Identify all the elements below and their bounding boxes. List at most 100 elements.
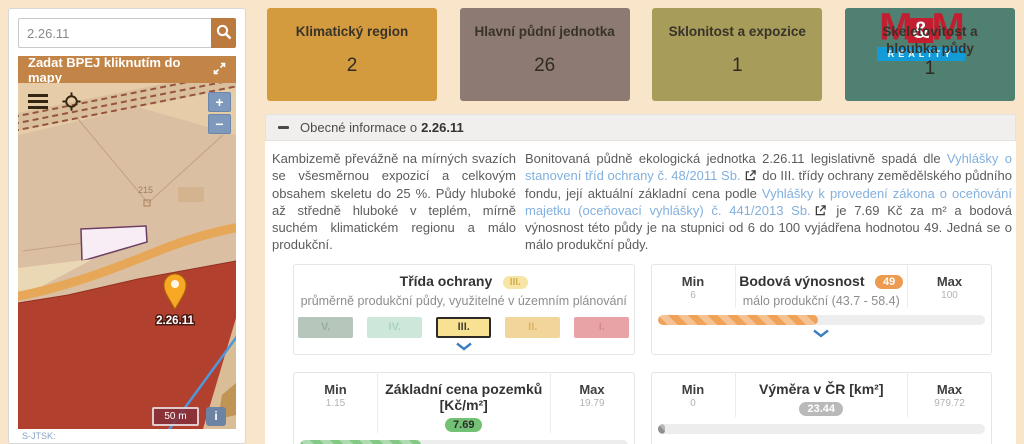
card-slope-exposure: Sklonitost a expozice 1 <box>652 8 823 101</box>
class-box-i: I. <box>574 316 630 338</box>
soil-description-paragraph: Kambizemě převážně na mírných svazích se… <box>272 151 516 253</box>
expand-details-button[interactable] <box>652 329 992 341</box>
card-value: 2 <box>346 54 358 76</box>
road <box>18 223 236 301</box>
card-climatic-region: Klimatický region 2 <box>267 8 437 101</box>
score-subtitle: málo produkční (43.7 - 58.4) <box>742 293 900 308</box>
base-price-panel: Min 1.15 Základní cena pozemků [Kč/m²] 7… <box>293 371 635 444</box>
protection-class-scale: V. IV. III. II. I. <box>294 316 634 338</box>
menu-icon[interactable] <box>27 93 49 110</box>
score-progress-fill <box>657 314 818 325</box>
min-label: Min <box>681 273 705 289</box>
paragraph-text: Bonitovaná půdně ekologická jednotka 2.2… <box>525 151 947 166</box>
bpej-code-cards: Klimatický region 2 Hlavní půdní jednotk… <box>267 8 1015 101</box>
card-title: Klimatický region <box>295 24 409 39</box>
card-value: 26 <box>534 54 556 76</box>
marker-label: 2.26.11 <box>156 315 194 327</box>
expand-details-button[interactable] <box>294 342 634 354</box>
class-box-v: V. <box>298 316 354 338</box>
protection-class-badge: III. <box>502 275 528 289</box>
class-box-iv: IV. <box>367 316 423 338</box>
map-patch <box>178 187 204 202</box>
search-input[interactable] <box>18 18 211 48</box>
search-icon <box>216 24 232 43</box>
info-title-prefix: Obecné informace o <box>300 120 418 135</box>
map-info-button[interactable]: i <box>206 407 226 426</box>
railway-tracks <box>18 83 236 132</box>
paragraph-text: je 7.69 Kč za m² a bodová výnosnost této… <box>525 202 1012 253</box>
info-title-code: 2.26.11 <box>421 120 464 135</box>
min-value: 0 <box>690 397 696 409</box>
card-title: Hlavní půdní jednotka <box>474 24 615 39</box>
map-panel-title: Zadat BPEJ kliknutím do mapy <box>28 54 181 85</box>
max-label: Max <box>579 381 605 397</box>
field-region <box>18 107 236 309</box>
score-progress-bar <box>657 314 985 325</box>
max-label: Max <box>936 273 963 289</box>
map-scale: 50 m <box>152 407 199 426</box>
min-value: 1.15 <box>325 397 346 409</box>
general-info-panel: Obecné informace o 2.26.11 Kambizemě pře… <box>265 114 1016 444</box>
expand-icon[interactable] <box>213 62 226 78</box>
bpej-region-edge <box>18 260 236 304</box>
protection-class-panel: Třída ochrany III. průměrně produkční pů… <box>293 263 635 355</box>
decree-48-2011-link[interactable]: Vyhlášky o stanovení tříd ochrany č. 48/… <box>525 151 1012 184</box>
score-panel: Min 6 Bodová výnosnost 49 málo produkční… <box>650 263 992 355</box>
protection-class-title: Třída ochrany <box>399 272 493 289</box>
base-price-progress-bar <box>300 439 628 444</box>
map-viewport[interactable]: 215 2.26.11 + − <box>18 83 236 429</box>
paragraph-text: do III. třídy ochrany zemědělského půdní… <box>525 168 1012 201</box>
base-price-progress-fill <box>300 439 422 444</box>
card-title: Skeletovitost a hloubka půdy <box>882 24 978 56</box>
legislative-paragraph: Bonitovaná půdně ekologická jednotka 2.2… <box>525 150 1012 254</box>
sidebar: Zadat BPEJ kliknutím do mapy 215 <box>8 8 246 444</box>
locate-icon[interactable] <box>61 91 82 112</box>
search-button[interactable] <box>211 18 236 48</box>
min-label: Min <box>324 381 347 397</box>
parcel-polygon <box>80 225 148 262</box>
score-badge: 49 <box>874 274 904 289</box>
mm-reality-logo: M & M REALITY <box>869 8 973 61</box>
area-title: Výměra v ČR [km²] <box>759 380 884 397</box>
bpej-search-row <box>18 18 236 48</box>
map-marker-icon[interactable] <box>163 273 187 310</box>
decree-441-2013-link[interactable]: Vyhlášky k provedení zákona o oceňování … <box>525 185 1012 218</box>
boundary-marker <box>143 199 151 207</box>
map-panel-header[interactable]: Zadat BPEJ kliknutím do mapy <box>18 54 236 85</box>
card-value: 1 <box>732 54 743 76</box>
bpej-region <box>18 261 236 429</box>
external-link-icon[interactable] <box>815 203 826 220</box>
card-title: Sklonitost a expozice <box>668 24 806 39</box>
parcel-number-label: 215 <box>138 185 153 195</box>
area-badge: 23.44 <box>799 401 844 416</box>
zoom-in-button[interactable]: + <box>208 92 231 112</box>
area-progress-bar <box>657 423 985 434</box>
score-title: Bodová výnosnost <box>739 272 865 289</box>
card-skeleton-depth: M & M REALITY Skeletovitost a hloubka pů… <box>844 8 1015 101</box>
base-price-badge: 7.69 <box>445 417 483 432</box>
area-panel: Min 0 Výměra v ČR [km²] 23.44 Max 979.72 <box>650 371 992 444</box>
max-label: Max <box>936 381 963 397</box>
card-value: 1 <box>924 57 936 79</box>
info-text-columns: Kambizemě převážně na mírných svazích se… <box>265 141 1016 254</box>
class-box-ii: II. <box>505 316 561 338</box>
zoom-out-button[interactable]: − <box>208 114 231 134</box>
protection-class-subtitle: průměrně produkční půdy, využitelné v úz… <box>300 293 627 308</box>
base-price-title: Základní cena pozemků [Kč/m²] <box>385 380 543 413</box>
max-value: 19.79 <box>579 397 605 409</box>
logo-letter: M <box>931 6 964 48</box>
collapse-icon[interactable] <box>278 126 289 129</box>
min-value: 6 <box>690 289 696 301</box>
min-label: Min <box>681 381 705 397</box>
max-value: 100 <box>941 289 958 301</box>
logo-ampersand: & <box>908 17 934 44</box>
external-link-icon[interactable] <box>745 168 756 185</box>
max-value: 979.72 <box>934 397 965 409</box>
class-box-iii-selected: III. <box>436 316 492 338</box>
logo-reality-banner: REALITY <box>876 47 965 61</box>
map-attribution: S-JTSK: <box>18 429 236 443</box>
card-main-soil-unit: Hlavní půdní jednotka 26 <box>459 8 630 101</box>
map-canvas[interactable]: 215 2.26.11 <box>18 83 236 429</box>
general-info-header[interactable]: Obecné informace o 2.26.11 <box>265 114 1016 141</box>
chevron-down-icon <box>455 338 473 355</box>
